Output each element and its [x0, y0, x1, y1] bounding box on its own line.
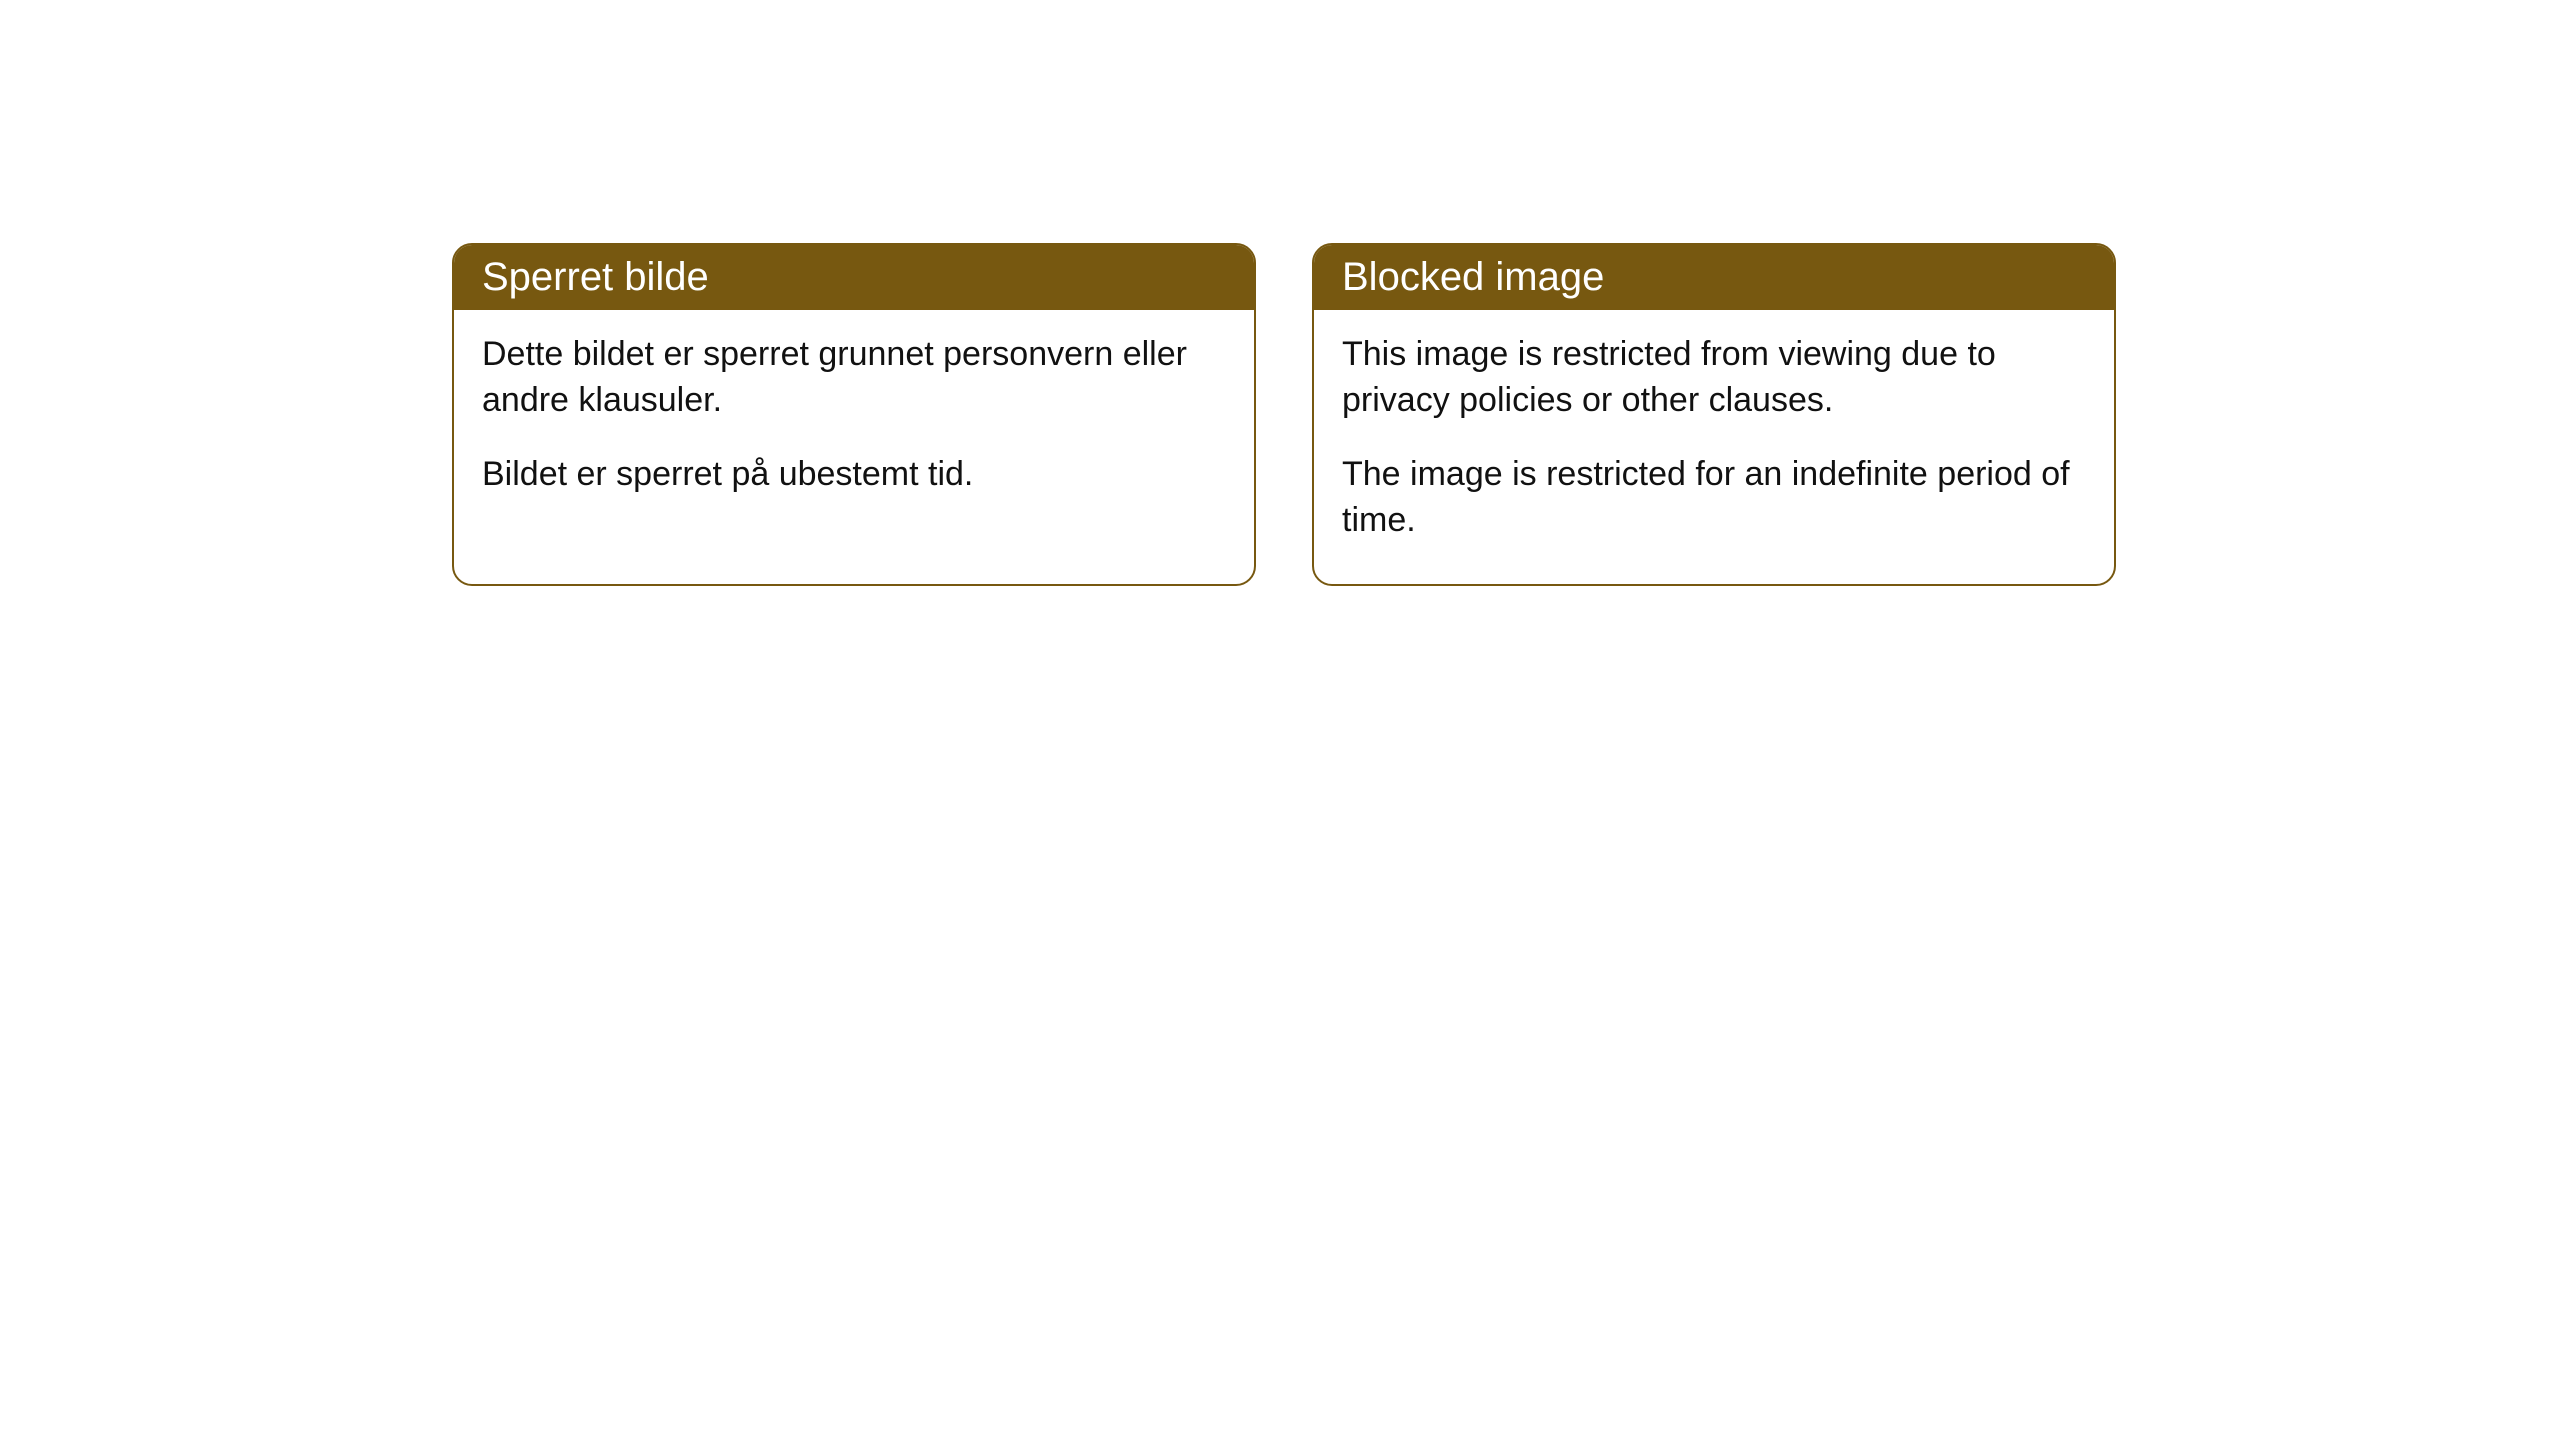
card-paragraph-1: This image is restricted from viewing du… — [1342, 332, 2086, 424]
card-body: This image is restricted from viewing du… — [1314, 310, 2114, 584]
blocked-image-card-norwegian: Sperret bilde Dette bildet er sperret gr… — [452, 243, 1256, 586]
blocked-image-card-english: Blocked image This image is restricted f… — [1312, 243, 2116, 586]
card-header: Sperret bilde — [454, 245, 1254, 310]
card-paragraph-2: The image is restricted for an indefinit… — [1342, 452, 2086, 544]
card-paragraph-1: Dette bildet er sperret grunnet personve… — [482, 332, 1226, 424]
card-paragraph-2: Bildet er sperret på ubestemt tid. — [482, 452, 1226, 498]
card-title: Blocked image — [1342, 255, 1604, 299]
cards-container: Sperret bilde Dette bildet er sperret gr… — [0, 0, 2560, 586]
card-header: Blocked image — [1314, 245, 2114, 310]
card-body: Dette bildet er sperret grunnet personve… — [454, 310, 1254, 538]
card-title: Sperret bilde — [482, 255, 709, 299]
